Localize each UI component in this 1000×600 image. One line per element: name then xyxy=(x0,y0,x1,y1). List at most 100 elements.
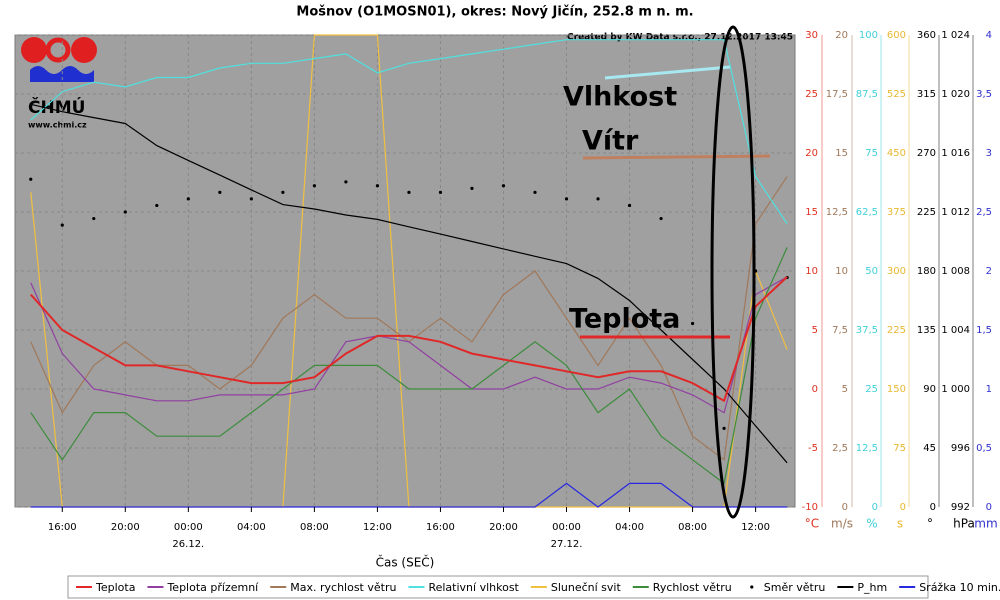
series-dot xyxy=(186,197,190,201)
x-tick-label: 04:00 xyxy=(237,522,266,533)
series-dot xyxy=(312,184,316,188)
y-tick-label: 10 xyxy=(805,266,818,277)
legend-label: Rychlost větru xyxy=(653,581,732,594)
y-tick-label: 150 xyxy=(887,384,906,395)
y-tick-label: 135 xyxy=(917,325,936,336)
y-tick-label: 525 xyxy=(887,89,906,100)
y-tick-label: 225 xyxy=(917,207,936,218)
axis-unit: hPa xyxy=(953,517,975,531)
series-dot xyxy=(407,190,411,194)
x-tick-label: 16:00 xyxy=(426,522,455,533)
y-tick-label: 1 016 xyxy=(941,148,970,159)
y-tick-label: 315 xyxy=(917,89,936,100)
y-tick-label: 375 xyxy=(887,207,906,218)
y-tick-label: 90 xyxy=(923,384,936,395)
legend-label: Teplota přízemní xyxy=(166,581,259,594)
y-tick-label: 15 xyxy=(805,207,818,218)
y-tick-label: 1 004 xyxy=(941,325,970,336)
series xyxy=(29,34,789,508)
y-tick-label: 0 xyxy=(872,502,878,513)
logo: ČHMÚ www.chmi.cz xyxy=(21,37,97,130)
legend-label: Srážka 10 min. xyxy=(919,581,1000,594)
series-dot xyxy=(438,190,443,194)
y-tick-label: 1 008 xyxy=(941,266,970,277)
y-tick-label: 0,5 xyxy=(976,443,992,454)
logo-circle xyxy=(71,37,97,63)
series-dot xyxy=(218,190,222,194)
y-tick-label: 3,5 xyxy=(976,89,992,100)
legend-label: Max. rychlost větru xyxy=(290,581,396,594)
y-tick-label: 75 xyxy=(893,443,906,454)
legend-swatch xyxy=(750,585,754,589)
y-tick-label: 1 000 xyxy=(941,384,970,395)
series-dot xyxy=(722,426,726,430)
series-dot xyxy=(659,216,663,221)
annotation: Vlhkost xyxy=(563,82,677,113)
logo-circle xyxy=(21,37,47,63)
logo-url: www.chmi.cz xyxy=(28,121,87,130)
x-date-label: 26.12. xyxy=(172,539,204,550)
y-tick-label: 45 xyxy=(923,443,936,454)
annotation-line xyxy=(582,154,771,160)
series-dot xyxy=(281,190,285,194)
axis-unit: m/s xyxy=(831,517,853,531)
series-line xyxy=(30,39,788,225)
x-tick-label: 20:00 xyxy=(489,522,518,533)
series-dot xyxy=(470,186,474,190)
axis-unit: % xyxy=(866,517,877,531)
y-tick-label: 0 xyxy=(842,502,848,513)
y-tick-label: 0 xyxy=(900,502,906,513)
logo-circle xyxy=(45,37,71,63)
x-tick-label: 16:00 xyxy=(48,522,77,533)
y-tick-label: 2,5 xyxy=(976,207,992,218)
y-tick-label: 0 xyxy=(930,502,936,513)
y-tick-label: 20 xyxy=(805,148,818,159)
y-tick-label: 225 xyxy=(887,325,906,336)
y-tick-label: 4 xyxy=(986,30,992,41)
y-tick-label: 996 xyxy=(951,443,970,454)
y-tick-label: 25 xyxy=(865,384,878,395)
series-dot xyxy=(501,184,506,188)
axis-unit: s xyxy=(897,517,903,531)
series-dot xyxy=(533,190,537,194)
annotations: Vlhkost Vítr Teplota xyxy=(563,25,771,519)
y-tick-label: 2,5 xyxy=(832,443,848,454)
annotation-line xyxy=(604,65,731,80)
series-dot xyxy=(92,216,96,221)
x-tick-label: 12:00 xyxy=(741,522,770,533)
y-tick-label: -5 xyxy=(808,443,818,454)
y-tick-label: 10 xyxy=(835,266,848,277)
highlight-ellipse xyxy=(710,25,756,519)
y-tick-label: -10 xyxy=(802,502,818,513)
y-tick-label: 50 xyxy=(865,266,878,277)
legend-label: Teplota xyxy=(95,581,135,594)
y-tick-label: 17,5 xyxy=(826,89,848,100)
y-tick-label: 1 012 xyxy=(941,207,970,218)
y-tick-label: 12,5 xyxy=(826,207,848,218)
credit: Created by KW Data s.r.o., 27.12.2017 13… xyxy=(567,33,793,43)
y-tick-label: 37,5 xyxy=(856,325,878,336)
series-dot xyxy=(60,223,64,227)
logo-text: ČHMÚ xyxy=(28,96,85,118)
legend-label: Směr větru xyxy=(764,581,826,594)
axis-unit: °C xyxy=(805,517,819,531)
series-dot xyxy=(344,180,348,184)
series-dot xyxy=(690,321,695,326)
series-dot xyxy=(249,197,253,201)
y-tick-label: 20 xyxy=(835,30,848,41)
y-tick-label: 5 xyxy=(842,384,848,395)
y-tick-label: 1 xyxy=(986,384,992,395)
y-tick-label: 992 xyxy=(951,502,970,513)
y-tick-label: 1,5 xyxy=(976,325,992,336)
series-line xyxy=(30,247,788,485)
y-tick-label: 1 020 xyxy=(941,89,970,100)
chart-title: Mošnov (O1MOSN01), okres: Nový Jičín, 25… xyxy=(296,5,693,20)
series-line xyxy=(30,103,788,464)
x-tick-label: 12:00 xyxy=(363,522,392,533)
series-dot xyxy=(123,210,127,214)
y-tick-label: 62,5 xyxy=(856,207,878,218)
legend xyxy=(67,575,929,599)
x-tick-label: 04:00 xyxy=(615,522,644,533)
y-tick-label: 100 xyxy=(859,30,878,41)
